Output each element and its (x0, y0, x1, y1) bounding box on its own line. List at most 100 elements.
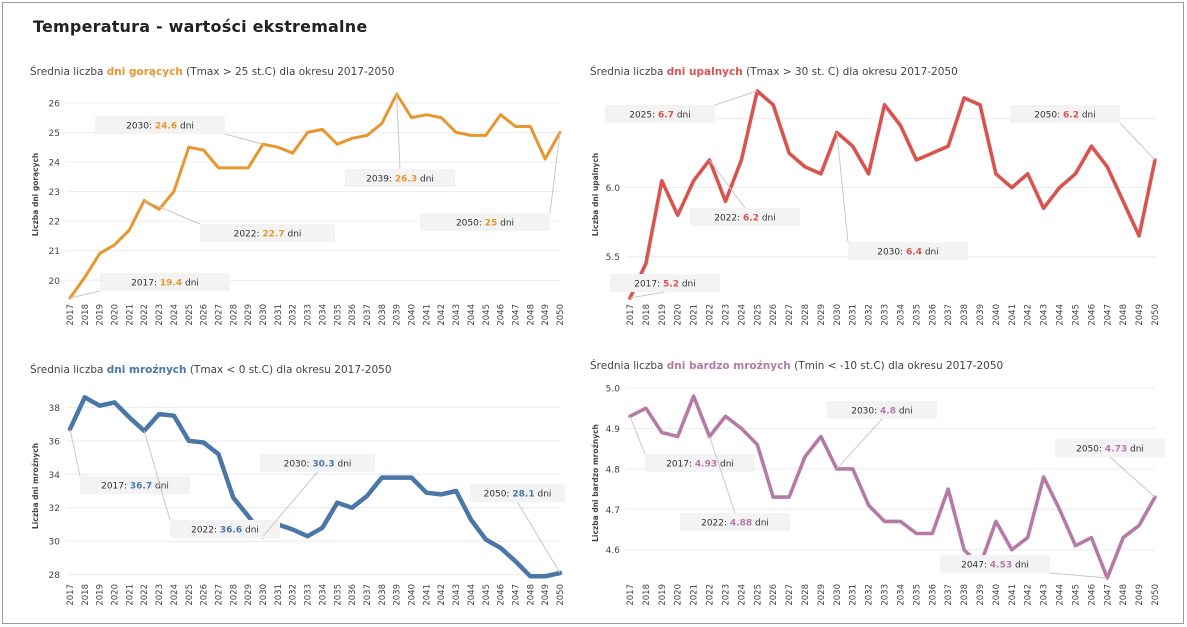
chart-panel-frost-days: Średnia liczba dni mroźnych (Tmax < 0 st… (30, 364, 570, 622)
x-tick-label: 2041 (1008, 584, 1018, 606)
annotation-box (1010, 105, 1120, 123)
y-tick-label: 26 (49, 99, 61, 109)
x-tick-label: 2029 (244, 584, 254, 606)
x-tick-label: 2035 (912, 584, 922, 606)
x-tick-label: 2038 (960, 304, 970, 326)
y-tick-label: 28 (49, 571, 61, 581)
annotation-box (680, 513, 790, 531)
annotation-label: 2022: 6.2 dni (714, 214, 776, 224)
annotation-box (95, 116, 225, 134)
x-tick-label: 2024 (737, 304, 747, 326)
data-point (867, 504, 870, 507)
y-tick-label: 5.5 (606, 253, 620, 263)
data-point (247, 515, 249, 517)
x-tick-label: 2026 (769, 584, 779, 606)
x-tick-label: 2029 (817, 304, 827, 326)
y-tick-label: 22 (49, 218, 60, 228)
annotation-value: 5.2 (663, 280, 679, 290)
x-tick-label: 2043 (452, 304, 462, 326)
annotation-label: 2030: 24.6 dni (126, 122, 194, 132)
x-tick-label: 2026 (769, 304, 779, 326)
data-point (645, 407, 647, 410)
x-tick-label: 2038 (378, 304, 388, 326)
x-tick-label: 2045 (482, 304, 492, 326)
data-point (306, 535, 309, 537)
data-point (1122, 200, 1124, 203)
x-tick-label: 2039 (393, 304, 403, 326)
annotation-year: 2022: (191, 526, 220, 536)
annotation-box (848, 242, 968, 260)
data-point (484, 134, 487, 137)
annotation-box (940, 555, 1050, 573)
data-point (544, 575, 546, 578)
annotation-box (690, 208, 800, 226)
x-tick-label: 2042 (437, 304, 447, 326)
x-tick-label: 2038 (378, 584, 388, 606)
data-point (232, 496, 235, 499)
y-tick-label: 21 (49, 247, 60, 257)
annotation-connector (517, 501, 561, 574)
y-axis-label: Liczba dni mroźnych (31, 443, 40, 529)
x-tick-label: 2025 (753, 304, 763, 326)
x-tick-label: 2047 (511, 584, 521, 606)
x-tick-label: 2047 (511, 304, 521, 326)
annotation-label: 2030: 6.4 dni (877, 248, 939, 258)
data-point (676, 214, 679, 216)
y-axis-label: Liczba dni bardzo mroźnych (591, 424, 600, 542)
data-point (410, 116, 413, 119)
data-point (740, 427, 743, 430)
chart-title: Średnia liczba dni gorących (Tmax > 25 s… (30, 66, 394, 78)
x-tick-label: 2035 (333, 584, 343, 606)
chart-title-highlight: dni mroźnych (106, 364, 187, 376)
data-point (692, 179, 695, 182)
x-tick-label: 2037 (944, 304, 954, 326)
x-tick-label: 2023 (721, 584, 731, 606)
annotation-value: 24.6 (155, 122, 177, 132)
annotation-year: 2022: (234, 230, 263, 240)
data-point (217, 167, 220, 169)
annotation-label: 2039: 26.3 dni (366, 175, 434, 185)
annotation-value: 30.3 (312, 460, 334, 470)
x-tick-label: 2038 (960, 584, 970, 606)
data-point (788, 152, 790, 154)
data-point (676, 435, 679, 438)
chart-title-suffix: (Tmax < 0 st.C) dla okresu 2017-2050 (186, 364, 392, 376)
annotation-label: 2047: 4.53 dni (961, 561, 1029, 571)
x-tick-label: 2036 (928, 584, 938, 606)
x-tick-label: 2033 (881, 584, 891, 606)
annotation-value: 25 (485, 219, 498, 229)
chart-panel-hot-days: Średnia liczba dni gorących (Tmax > 25 s… (30, 66, 570, 334)
chart-svg: 5.56.06.5Liczba dni upalnych201720182019… (591, 89, 1161, 326)
annotation-unit: dni (335, 460, 352, 470)
annotation-label: 2017: 19.4 dni (131, 279, 199, 289)
annotation-unit: dni (679, 280, 696, 290)
x-tick-label: 2050 (1151, 304, 1161, 326)
x-tick-label: 2040 (408, 584, 418, 606)
data-point (883, 520, 886, 523)
x-tick-label: 2026 (200, 304, 210, 326)
x-tick-label: 2044 (1056, 304, 1066, 326)
x-tick-label: 2049 (1135, 584, 1145, 606)
annotation-box (200, 224, 335, 242)
data-point (173, 190, 175, 193)
data-point (381, 122, 383, 125)
x-tick-label: 2031 (274, 584, 284, 606)
x-tick-label: 2025 (185, 304, 195, 326)
annotation-label: 2025: 6.7 dni (629, 111, 691, 121)
series-line (628, 89, 1157, 300)
x-tick-label: 2048 (1119, 304, 1129, 326)
x-tick-label: 2033 (304, 584, 314, 606)
x-tick-label: 2046 (1087, 304, 1097, 326)
x-tick-label: 2032 (865, 304, 875, 326)
annotation-connector (69, 429, 81, 477)
data-point (963, 548, 965, 551)
chart-title-prefix: Średnia liczba (30, 364, 107, 376)
x-tick-label: 2036 (348, 584, 358, 606)
x-tick-label: 2039 (976, 304, 986, 326)
data-point (232, 167, 235, 169)
annotation-unit: dni (717, 460, 734, 470)
data-point (321, 527, 324, 529)
data-point (247, 167, 249, 169)
x-tick-label: 2050 (1151, 584, 1161, 606)
x-tick-label: 2024 (170, 304, 180, 326)
